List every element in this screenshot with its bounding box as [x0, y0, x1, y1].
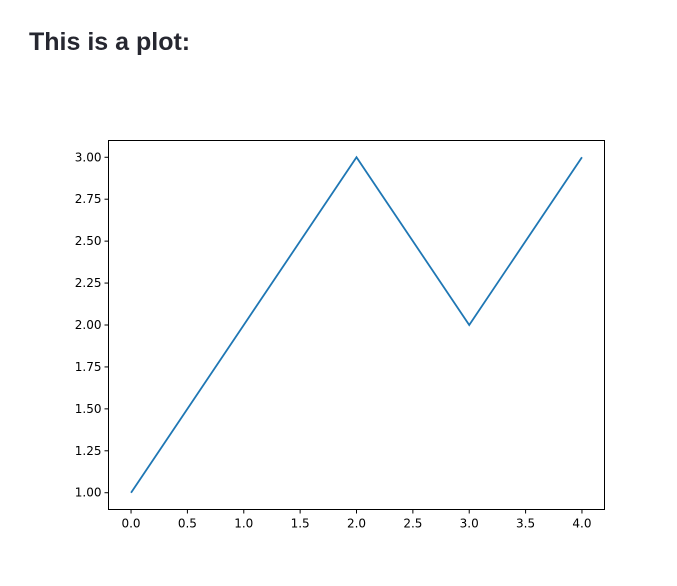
page-heading: This is a plot:	[29, 28, 191, 56]
y-tick-label: 2.50	[75, 234, 102, 248]
x-tick-label: 1.0	[234, 517, 253, 531]
y-tick-label: 1.75	[75, 360, 102, 374]
y-tick-label: 1.50	[75, 402, 102, 416]
y-tick-label: 2.75	[75, 192, 102, 206]
x-tick-label: 3.0	[460, 517, 479, 531]
plot-area	[108, 140, 605, 510]
y-tick-label: 3.00	[75, 150, 102, 164]
x-tick-label: 0.5	[178, 517, 197, 531]
y-tick-label: 1.25	[75, 444, 102, 458]
x-tick-label: 2.5	[403, 517, 422, 531]
x-tick-label: 1.5	[291, 517, 310, 531]
y-tick-label: 2.00	[75, 318, 102, 332]
x-tick-label: 2.0	[347, 517, 366, 531]
y-tick-label: 1.00	[75, 486, 102, 500]
x-tick-label: 0.0	[121, 517, 140, 531]
x-tick-label: 4.0	[572, 517, 591, 531]
x-tick-label: 3.5	[516, 517, 535, 531]
y-tick-label: 2.25	[75, 276, 102, 290]
series-line	[130, 155, 583, 494]
